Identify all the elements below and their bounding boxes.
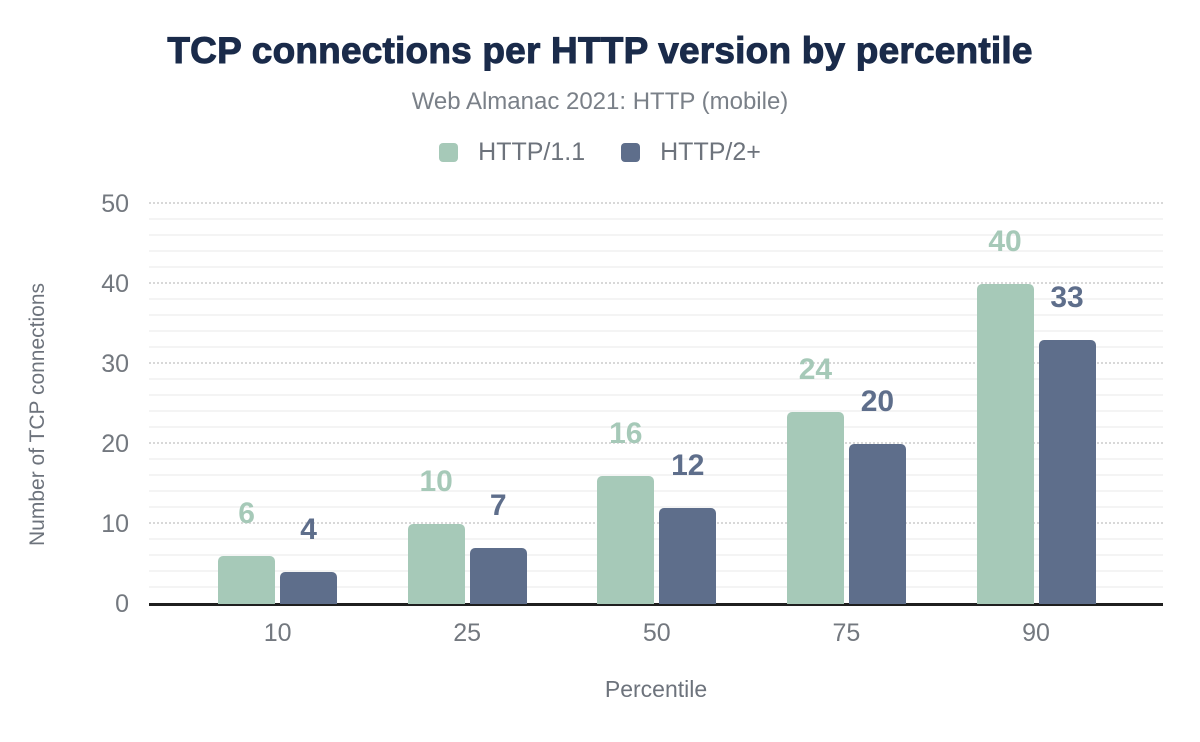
- bar-http-1-1-p25: [407, 524, 465, 604]
- x-tick-75: 75: [832, 619, 861, 647]
- bar-http-1-1-p90: [976, 284, 1034, 604]
- bar-group-p90: 40 33: [976, 204, 1096, 604]
- y-tick-40: 40: [101, 270, 129, 298]
- bar-http-1-1-p75: [786, 412, 844, 604]
- bar-http-2-p10: [280, 572, 338, 604]
- x-axis-line: [149, 603, 1163, 606]
- y-tick-0: 0: [115, 590, 129, 618]
- bar-label-http-2-p50: 12: [671, 449, 705, 482]
- bar-group-p25: 10 7: [407, 204, 527, 604]
- bar-http-1-1-p10: [218, 556, 276, 604]
- bar-group-p50: 16 12: [597, 204, 717, 604]
- y-tick-10: 10: [101, 510, 129, 538]
- major-gridline-50: [149, 202, 1163, 204]
- minor-gridline-4: [149, 570, 1163, 572]
- y-tick-50: 50: [101, 190, 129, 218]
- minor-gridline-14: [149, 490, 1163, 492]
- minor-gridline-6: [149, 554, 1163, 556]
- minor-gridline-46: [149, 234, 1163, 236]
- x-tick-50: 50: [642, 619, 671, 647]
- minor-gridline-38: [149, 298, 1163, 300]
- legend-item-http2: HTTP/2+: [621, 138, 761, 167]
- legend-item-http11: HTTP/1.1: [439, 138, 585, 167]
- bar-label-http-1-1-p25: 10: [419, 465, 453, 498]
- major-gridline-40: [149, 282, 1163, 284]
- minor-gridline-42: [149, 266, 1163, 268]
- bar-http-2-p90: [1038, 340, 1096, 604]
- y-tick-30: 30: [101, 350, 129, 378]
- bar-http-1-1-p50: [597, 476, 655, 604]
- major-gridline-10: [149, 522, 1163, 524]
- x-tick-90: 90: [1022, 619, 1050, 647]
- minor-gridline-26: [149, 394, 1163, 396]
- legend-label-http2: HTTP/2+: [660, 138, 761, 166]
- legend-swatch-http11-icon: [439, 143, 459, 162]
- minor-gridline-32: [149, 346, 1163, 348]
- bar-label-http-1-1-p50: 16: [609, 417, 643, 450]
- minor-gridline-48: [149, 218, 1163, 220]
- minor-gridline-28: [149, 378, 1163, 380]
- bar-http-2-p50: [659, 508, 717, 604]
- bar-http-2-p25: [469, 548, 527, 604]
- bar-label-http-2-p25: 7: [489, 489, 507, 522]
- bar-label-http-2-p90: 33: [1050, 281, 1084, 314]
- bar-label-http-1-1-p90: 40: [988, 225, 1022, 258]
- minor-gridline-2: [149, 586, 1163, 588]
- minor-gridline-24: [149, 410, 1163, 412]
- chart-title: TCP connections per HTTP version by perc…: [167, 30, 1033, 72]
- major-gridline-20: [149, 442, 1163, 444]
- minor-gridline-44: [149, 250, 1163, 252]
- x-tick-10: 10: [263, 619, 292, 647]
- x-axis-title: Percentile: [604, 676, 708, 702]
- bar-label-http-1-1-p75: 24: [798, 353, 833, 386]
- minor-gridline-22: [149, 426, 1163, 428]
- minor-gridline-12: [149, 506, 1163, 508]
- plot-area: 0 10 20 30 40 50 6 4 10 10 7 25 16 12 50 24 20 75 40 33 90: [101, 190, 1163, 647]
- bar-group-p75: 24 20: [786, 204, 906, 604]
- legend-label-http11: HTTP/1.1: [478, 138, 586, 166]
- minor-gridline-36: [149, 314, 1163, 316]
- y-tick-20: 20: [101, 430, 129, 458]
- minor-gridline-8: [149, 538, 1163, 540]
- bar-label-http-2-p10: 4: [300, 513, 317, 546]
- bar-label-http-2-p75: 20: [860, 385, 895, 418]
- bar-http-2-p75: [848, 444, 906, 604]
- y-axis-title: Number of TCP connections: [26, 282, 49, 546]
- chart-subtitle: Web Almanac 2021: HTTP (mobile): [411, 88, 789, 115]
- minor-gridline-18: [149, 458, 1163, 460]
- chart-legend: HTTP/1.1 HTTP/2+: [0, 138, 1200, 167]
- major-gridline-30: [149, 362, 1163, 364]
- x-tick-25: 25: [453, 619, 482, 647]
- bar-label-http-1-1-p10: 6: [238, 497, 255, 530]
- minor-gridline-16: [149, 474, 1163, 476]
- legend-swatch-http2-icon: [621, 143, 641, 162]
- minor-gridline-34: [149, 330, 1163, 332]
